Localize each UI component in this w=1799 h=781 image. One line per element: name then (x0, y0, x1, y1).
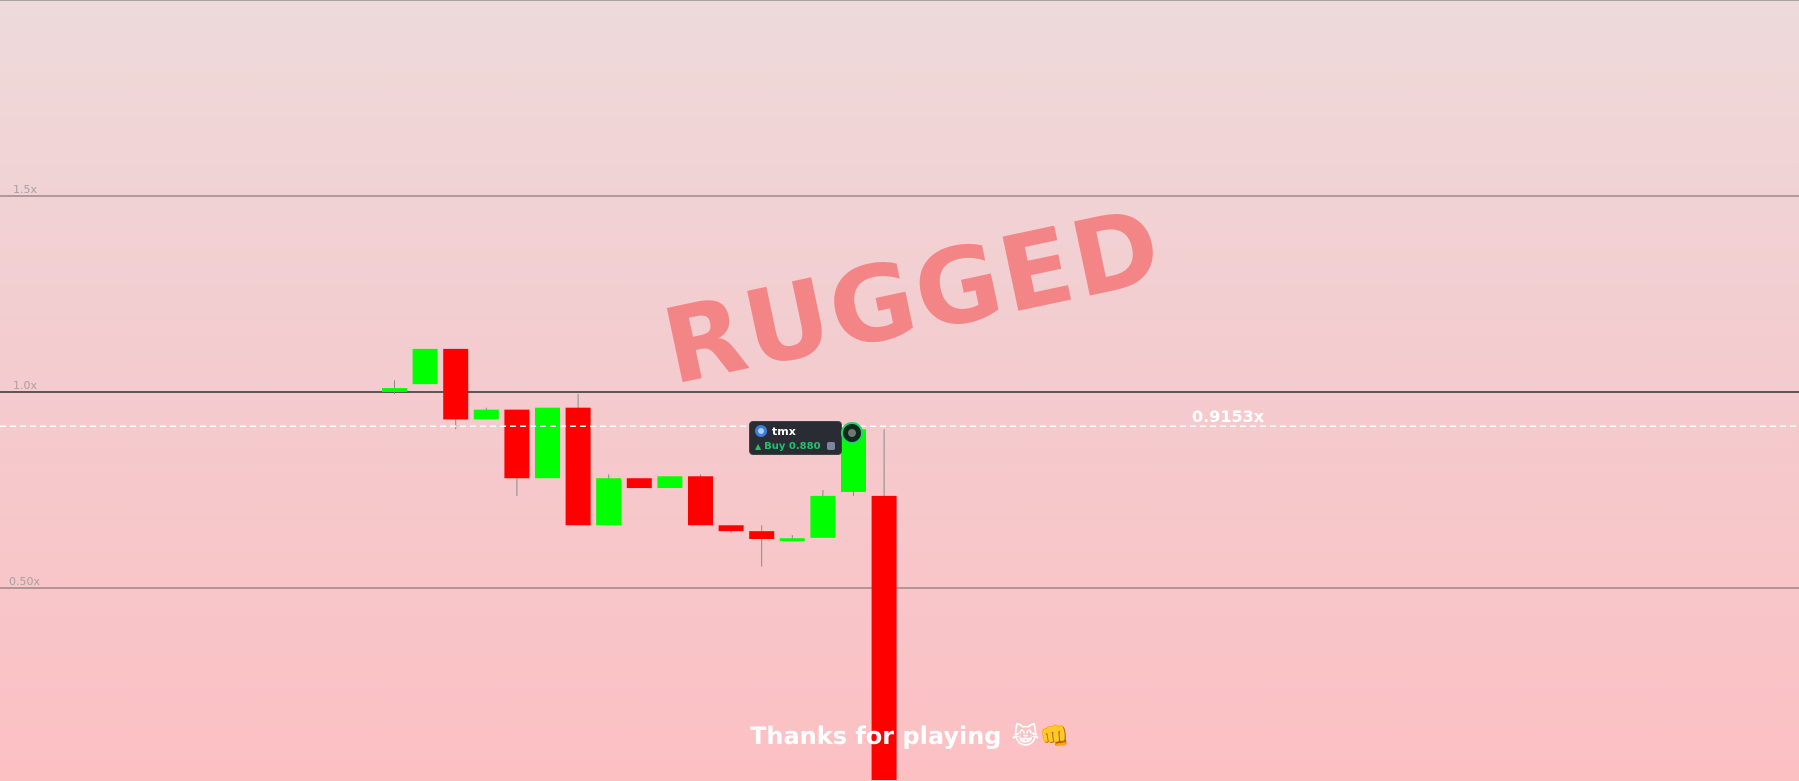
gridline-label-1: 1.0x (13, 379, 38, 392)
candle-body-14 (810, 495, 836, 538)
candle-body-7 (596, 478, 622, 526)
current-multiplier-label: 0.9153x (1192, 407, 1265, 426)
candle-body-13 (779, 538, 805, 542)
thanks-message: Thanks for playing (750, 722, 1002, 750)
top-border (0, 0, 1799, 1)
trade-username: tmx (772, 424, 796, 438)
candle-body-12 (749, 531, 775, 539)
trade-user-row: tmx (755, 424, 836, 438)
candle-body-9 (657, 476, 683, 489)
candle-body-16 (871, 495, 897, 780)
gridline-label-2: 0.50x (9, 575, 41, 588)
laughing-cat-fist-emoji-icon: 😹👊 (1011, 722, 1070, 750)
candle-body-3 (473, 409, 499, 420)
footer-message-row: Thanks for playing 😹👊 (750, 722, 1069, 750)
trade-card[interactable]: tmx ▲ Buy 0.880 (749, 421, 842, 455)
trade-marker-icon[interactable] (841, 422, 863, 444)
gridline-label-0: 1.5x (13, 183, 38, 196)
user-avatar-icon (755, 425, 767, 437)
candle-body-6 (565, 407, 591, 526)
trade-action: Buy 0.880 (764, 440, 821, 452)
candle-body-8 (626, 478, 652, 489)
candle-body-11 (718, 525, 744, 532)
candle-body-4 (504, 409, 530, 479)
candle-body-0 (382, 388, 407, 392)
candle-body-5 (535, 407, 560, 479)
grid-layer (0, 195, 1799, 589)
candle-body-1 (412, 348, 438, 385)
candle-body-10 (688, 476, 713, 526)
token-icon (826, 442, 835, 450)
candle-body-2 (443, 348, 469, 420)
candle-layer (382, 348, 897, 780)
up-arrow-icon: ▲ (755, 441, 762, 451)
trade-action-row: ▲ Buy 0.880 (755, 439, 836, 453)
